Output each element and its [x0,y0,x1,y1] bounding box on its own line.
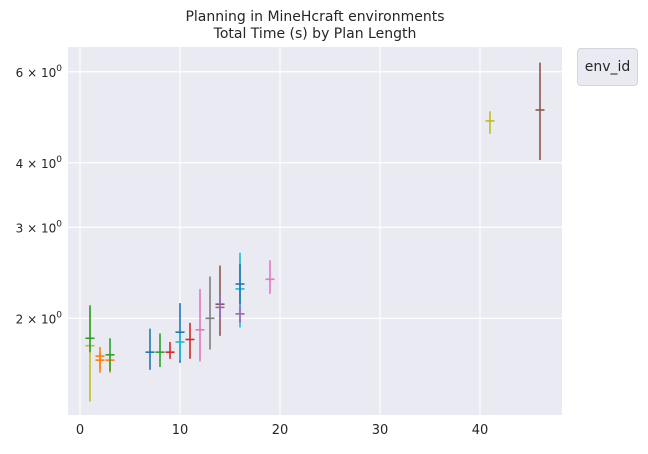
y-tick-label: 6 × 100 [16,64,63,80]
gridlines [68,47,562,415]
data-point [535,62,545,160]
data-point [175,333,185,361]
data-point [185,322,195,359]
x-tick-label: 40 [472,423,489,438]
data-point [165,341,175,359]
data-point [105,338,115,372]
data-point [235,305,245,323]
data-points [85,62,545,402]
data-point [95,352,105,373]
data-point [235,263,245,305]
y-tick-label: 2 × 100 [16,310,63,326]
x-tick-label: 0 [76,423,84,438]
tick-labels: 0 10 20 30 40 2 × 100 3 × 100 4 × 100 6 × 100 [16,64,489,438]
y-tick-label: 3 × 100 [16,219,63,235]
x-tick-label: 30 [372,423,389,438]
x-tick-label: 20 [272,423,289,438]
chart-title-line-2: Total Time (s) by Plan Length [213,26,417,42]
data-point [195,288,205,362]
legend-title: env_id [584,59,631,75]
x-tick-label: 10 [172,423,189,438]
y-tick-label: 4 × 100 [16,155,63,171]
data-point [85,305,95,353]
chart-title-line-1: Planning in MineHcraft environments [185,9,445,25]
data-point [205,276,215,350]
data-point [485,111,495,134]
data-point [155,333,165,368]
data-point [265,260,275,294]
data-point [215,294,225,321]
data-point [145,328,155,370]
plot-area [68,47,562,415]
legend: env_id [577,48,638,86]
